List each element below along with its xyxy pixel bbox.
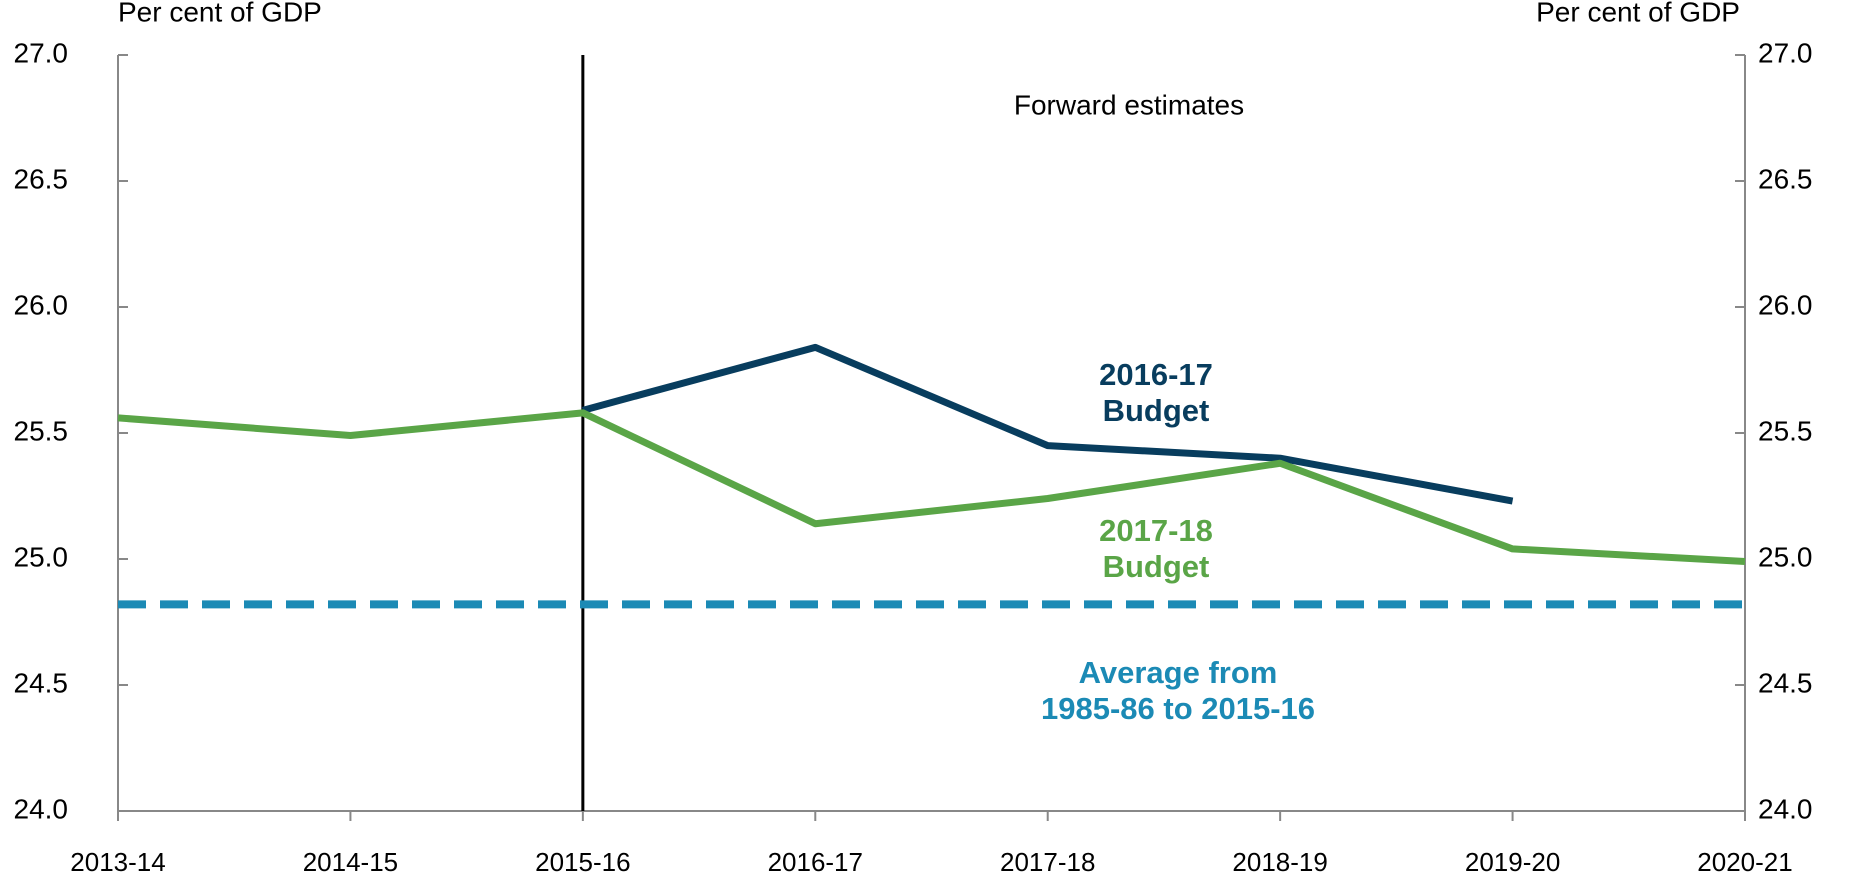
series-line (581, 343, 1514, 505)
y-tick-label: 25.0 (14, 541, 69, 572)
y2-tick-label: 24.0 (1758, 793, 1813, 824)
left-axis-label: Per cent of GDP (118, 0, 322, 27)
y2-tick-label: 26.5 (1758, 163, 1813, 194)
y-tick-label: 26.5 (14, 163, 69, 194)
y-tick-label: 24.0 (14, 793, 69, 824)
y-tick-label: 26.0 (14, 289, 69, 320)
x-tick-label: 2019-20 (1465, 847, 1560, 877)
annotation: Forward estimates (1014, 89, 1244, 120)
y2-tick-label: 26.0 (1758, 289, 1813, 320)
x-tick-label: 2013-14 (70, 847, 165, 877)
x-tick-label: 2014-15 (303, 847, 398, 877)
series-label: Average from 1985-86 to 2015-16 (1040, 655, 1316, 726)
series-label: 2016-17 Budget (1099, 357, 1213, 428)
y2-tick-label: 25.0 (1758, 541, 1813, 572)
y2-tick-label: 25.5 (1758, 415, 1813, 446)
x-tick-label: 2017-18 (1000, 847, 1095, 877)
series-line (117, 409, 1746, 566)
y-tick-label: 24.5 (14, 667, 69, 698)
y2-tick-label: 24.5 (1758, 667, 1813, 698)
series-label: 2017-18 Budget (1099, 513, 1213, 584)
y-tick-label: 27.0 (14, 37, 69, 68)
y-tick-label: 25.5 (14, 415, 69, 446)
x-tick-label: 2018-19 (1232, 847, 1327, 877)
y2-tick-label: 27.0 (1758, 37, 1813, 68)
x-tick-label: 2015-16 (535, 847, 630, 877)
right-axis-label: Per cent of GDP (1536, 0, 1740, 27)
x-tick-label: 2020-21 (1697, 847, 1792, 877)
x-tick-label: 2016-17 (768, 847, 863, 877)
